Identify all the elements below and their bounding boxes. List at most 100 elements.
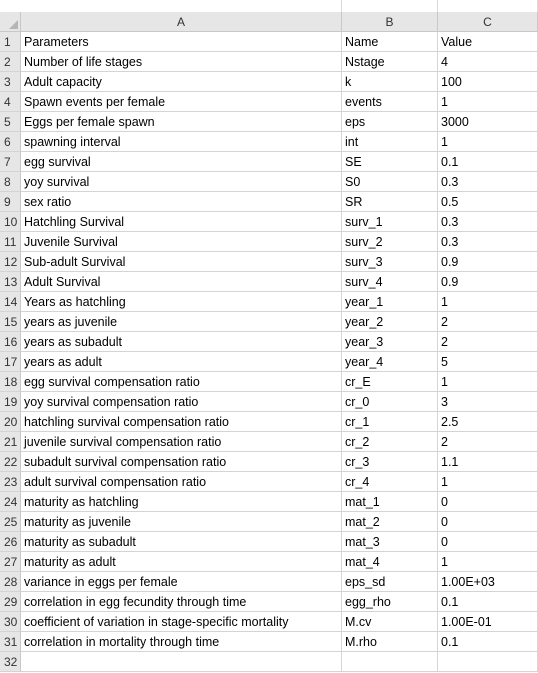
cell-c[interactable]: 1: [438, 132, 538, 152]
cell-c[interactable]: 2: [438, 312, 538, 332]
cell-a[interactable]: Adult Survival: [21, 272, 342, 292]
cell-a[interactable]: years as subadult: [21, 332, 342, 352]
cell-a[interactable]: sex ratio: [21, 192, 342, 212]
cell-b[interactable]: cr_E: [342, 372, 438, 392]
cell-a[interactable]: Eggs per female spawn: [21, 112, 342, 132]
cell-b[interactable]: year_2: [342, 312, 438, 332]
cell-c[interactable]: 0.5: [438, 192, 538, 212]
cell-c[interactable]: 0: [438, 492, 538, 512]
row-header[interactable]: 11: [0, 232, 21, 252]
cell-c[interactable]: 5: [438, 352, 538, 372]
cell-c[interactable]: 4: [438, 52, 538, 72]
cell-b[interactable]: M.rho: [342, 632, 438, 652]
row-header[interactable]: 31: [0, 632, 21, 652]
cell-b[interactable]: cr_4: [342, 472, 438, 492]
cell-b[interactable]: year_3: [342, 332, 438, 352]
cell-a[interactable]: correlation in egg fecundity through tim…: [21, 592, 342, 612]
cell-b[interactable]: cr_2: [342, 432, 438, 452]
row-header[interactable]: 28: [0, 572, 21, 592]
row-header[interactable]: 5: [0, 112, 21, 132]
cell-b[interactable]: SE: [342, 152, 438, 172]
cell-c[interactable]: 0.9: [438, 272, 538, 292]
cell-c[interactable]: 3000: [438, 112, 538, 132]
row-header[interactable]: 21: [0, 432, 21, 452]
cell-b[interactable]: mat_4: [342, 552, 438, 572]
cell-b[interactable]: year_1: [342, 292, 438, 312]
cell-c[interactable]: 100: [438, 72, 538, 92]
row-header[interactable]: 30: [0, 612, 21, 632]
row-header[interactable]: 17: [0, 352, 21, 372]
cell-c[interactable]: 1.00E+03: [438, 572, 538, 592]
cell-a[interactable]: correlation in mortality through time: [21, 632, 342, 652]
cell-c[interactable]: 2: [438, 332, 538, 352]
row-header[interactable]: 9: [0, 192, 21, 212]
cell-c[interactable]: 2.5: [438, 412, 538, 432]
cell-b[interactable]: eps_sd: [342, 572, 438, 592]
cell-a[interactable]: Parameters: [21, 32, 342, 52]
cell-a[interactable]: juvenile survival compensation ratio: [21, 432, 342, 452]
cell-b[interactable]: eps: [342, 112, 438, 132]
cell-b[interactable]: k: [342, 72, 438, 92]
cell-a[interactable]: Years as hatchling: [21, 292, 342, 312]
cell-b[interactable]: surv_1: [342, 212, 438, 232]
cell-b[interactable]: Name: [342, 32, 438, 52]
cell-a[interactable]: maturity as subadult: [21, 532, 342, 552]
row-header[interactable]: 8: [0, 172, 21, 192]
cell-b[interactable]: cr_3: [342, 452, 438, 472]
row-header[interactable]: 23: [0, 472, 21, 492]
cell-a[interactable]: Spawn events per female: [21, 92, 342, 112]
cell-b[interactable]: cr_0: [342, 392, 438, 412]
row-header[interactable]: 20: [0, 412, 21, 432]
row-header[interactable]: 26: [0, 532, 21, 552]
cell-c[interactable]: 0.3: [438, 232, 538, 252]
row-header[interactable]: 25: [0, 512, 21, 532]
cell-b[interactable]: surv_3: [342, 252, 438, 272]
row-header[interactable]: 19: [0, 392, 21, 412]
row-header[interactable]: 15: [0, 312, 21, 332]
cell-a[interactable]: Adult capacity: [21, 72, 342, 92]
row-header[interactable]: 1: [0, 32, 21, 52]
cell-a[interactable]: Hatchling Survival: [21, 212, 342, 232]
cell-c[interactable]: Value: [438, 32, 538, 52]
cell-c[interactable]: 1.00E-01: [438, 612, 538, 632]
cell-a[interactable]: [21, 652, 342, 672]
cell-c[interactable]: 0: [438, 532, 538, 552]
column-header-c[interactable]: C: [438, 12, 538, 32]
cell-b[interactable]: [342, 652, 438, 672]
cell-c[interactable]: 0.1: [438, 592, 538, 612]
cell-a[interactable]: spawning interval: [21, 132, 342, 152]
cell-a[interactable]: Number of life stages: [21, 52, 342, 72]
cell-c[interactable]: 1: [438, 292, 538, 312]
cell-c[interactable]: 0.9: [438, 252, 538, 272]
cell-b[interactable]: mat_3: [342, 532, 438, 552]
cell-b[interactable]: mat_2: [342, 512, 438, 532]
cell-a[interactable]: maturity as adult: [21, 552, 342, 572]
row-header[interactable]: 13: [0, 272, 21, 292]
cell-a[interactable]: yoy survival: [21, 172, 342, 192]
cell-a[interactable]: years as adult: [21, 352, 342, 372]
cell-b[interactable]: events: [342, 92, 438, 112]
select-all-button[interactable]: [0, 12, 21, 32]
cell-a[interactable]: yoy survival compensation ratio: [21, 392, 342, 412]
row-header[interactable]: 22: [0, 452, 21, 472]
cell-b[interactable]: mat_1: [342, 492, 438, 512]
cell-c[interactable]: 3: [438, 392, 538, 412]
row-header[interactable]: 7: [0, 152, 21, 172]
row-header[interactable]: 32: [0, 652, 21, 672]
row-header[interactable]: 10: [0, 212, 21, 232]
row-header[interactable]: 6: [0, 132, 21, 152]
row-header[interactable]: 2: [0, 52, 21, 72]
cell-c[interactable]: 0.3: [438, 172, 538, 192]
row-header[interactable]: 14: [0, 292, 21, 312]
row-header[interactable]: 24: [0, 492, 21, 512]
column-header-b[interactable]: B: [342, 12, 438, 32]
cell-a[interactable]: variance in eggs per female: [21, 572, 342, 592]
cell-b[interactable]: cr_1: [342, 412, 438, 432]
row-header[interactable]: 4: [0, 92, 21, 112]
cell-a[interactable]: maturity as juvenile: [21, 512, 342, 532]
cell-a[interactable]: adult survival compensation ratio: [21, 472, 342, 492]
cell-b[interactable]: egg_rho: [342, 592, 438, 612]
cell-c[interactable]: 1: [438, 552, 538, 572]
cell-c[interactable]: 2: [438, 432, 538, 452]
cell-a[interactable]: Sub-adult Survival: [21, 252, 342, 272]
